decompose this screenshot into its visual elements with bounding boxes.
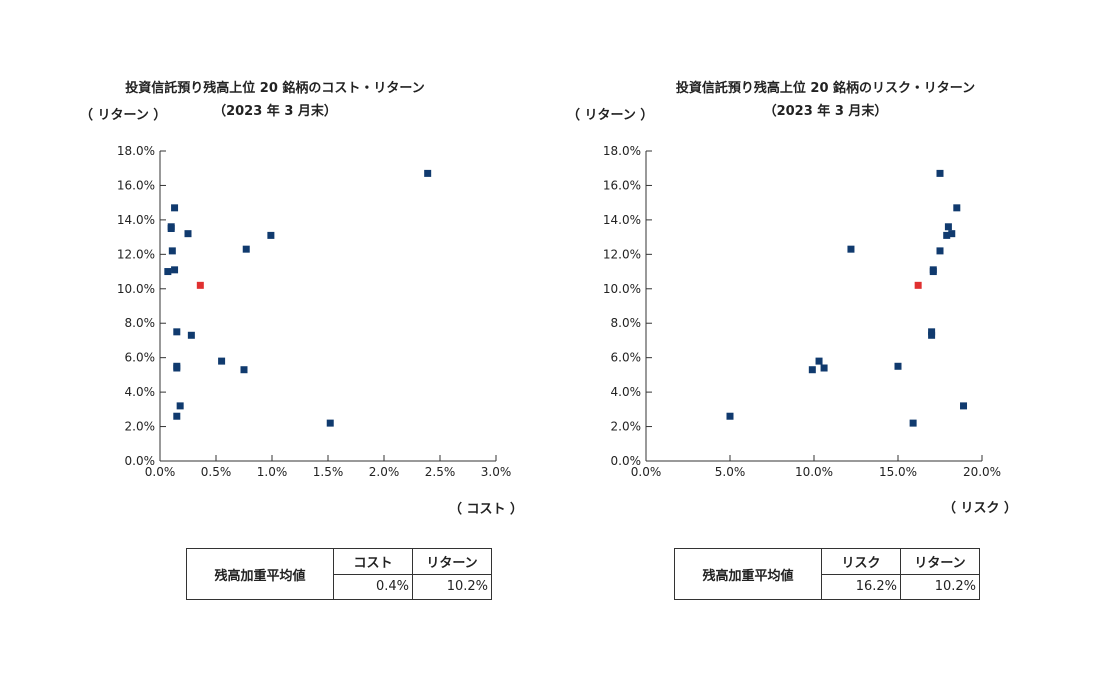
summary-col-return-label: リターン xyxy=(900,548,980,575)
y-tick-label: 14.0% xyxy=(117,213,155,227)
y-tick-label: 2.0% xyxy=(125,420,156,434)
data-point xyxy=(808,366,816,374)
data-point xyxy=(953,204,961,212)
data-point xyxy=(176,402,184,410)
summary-row-label: 残高加重平均値 xyxy=(186,548,334,600)
y-tick-label: 10.0% xyxy=(117,282,155,296)
data-point xyxy=(240,366,248,374)
y-tick-label: 14.0% xyxy=(603,213,641,227)
summary-col-return-label: リターン xyxy=(412,548,492,575)
data-point xyxy=(267,231,275,239)
x-tick-label: 5.0% xyxy=(715,465,746,479)
x-tick-label: 2.0% xyxy=(369,465,400,479)
data-point xyxy=(164,268,172,276)
summary-col-cost-label: コスト xyxy=(333,548,413,575)
summary-risk-value: 16.2% xyxy=(821,573,901,600)
y-tick-label: 10.0% xyxy=(603,282,641,296)
y-tick-label: 8.0% xyxy=(125,316,156,330)
chart-subtitle: （2023 年 3 月末） xyxy=(213,104,337,119)
y-axis-label: （ リターン ） xyxy=(80,108,167,123)
data-point xyxy=(187,331,195,339)
data-point xyxy=(943,231,951,239)
data-point xyxy=(960,402,968,410)
data-point xyxy=(847,245,855,253)
x-tick-label: 3.0% xyxy=(481,465,512,479)
y-tick-label: 4.0% xyxy=(611,385,642,399)
x-tick-label: 15.0% xyxy=(879,465,917,479)
y-tick-label: 8.0% xyxy=(611,316,642,330)
summary-table: 残高加重平均値 コスト リターン 0.4% 10.2% xyxy=(186,548,492,600)
data-point xyxy=(944,223,952,231)
x-tick-label: 0.0% xyxy=(145,465,176,479)
y-tick-label: 6.0% xyxy=(611,351,642,365)
chart-title: 投資信託預り残高上位 20 銘柄のリスク・リターン xyxy=(675,81,976,96)
x-tick-label: 20.0% xyxy=(963,465,1001,479)
x-tick-label: 2.5% xyxy=(425,465,456,479)
data-point xyxy=(820,364,828,372)
x-tick-label: 1.5% xyxy=(313,465,344,479)
chart-subtitle: （2023 年 3 月末） xyxy=(763,104,888,119)
y-tick-label: 12.0% xyxy=(117,247,155,261)
y-tick-label: 18.0% xyxy=(117,144,155,158)
data-point xyxy=(936,247,944,255)
data-point xyxy=(218,357,226,365)
data-point xyxy=(928,331,936,339)
weighted-average-point xyxy=(196,281,204,289)
y-tick-label: 16.0% xyxy=(117,178,155,192)
y-tick-label: 16.0% xyxy=(603,178,641,192)
data-point xyxy=(948,230,956,238)
y-axis-label: （ リターン ） xyxy=(567,108,654,123)
cost-return-panel: 投資信託預り残高上位 20 銘柄のコスト・リターン （2023 年 3 月末） … xyxy=(0,0,550,696)
x-axis-label: （ コスト ） xyxy=(449,502,524,517)
y-tick-label: 4.0% xyxy=(125,385,156,399)
data-point xyxy=(171,266,179,274)
data-point xyxy=(168,247,176,255)
data-point xyxy=(173,364,181,372)
x-tick-label: 1.0% xyxy=(257,465,288,479)
summary-row-label: 残高加重平均値 xyxy=(674,548,822,600)
y-tick-label: 0.0% xyxy=(125,454,156,468)
summary-return-value: 10.2% xyxy=(900,573,980,600)
data-point xyxy=(184,230,192,238)
summary-cost-value: 0.4% xyxy=(333,573,413,600)
data-point xyxy=(424,169,432,177)
cost-return-scatter-chart: 0.0% 2.0% 4.0% 6.0% 8.0% 10.0% 12.0% 14.0% 16.0%… xyxy=(117,144,512,479)
y-tick-label: 2.0% xyxy=(611,420,642,434)
y-tick-label: 0.0% xyxy=(611,454,642,468)
data-point xyxy=(167,225,175,232)
data-point xyxy=(936,169,944,177)
risk-return-panel: 投資信託預り残高上位 20 銘柄のリスク・リターン （2023 年 3 月末） … xyxy=(550,0,1101,696)
data-point xyxy=(326,419,334,427)
weighted-average-point xyxy=(914,281,922,289)
data-point xyxy=(171,204,179,212)
data-point xyxy=(173,412,181,420)
summary-return-value: 10.2% xyxy=(412,573,492,600)
summary-table: 残高加重平均値 リスク リターン 16.2% 10.2% xyxy=(674,548,980,600)
y-tick-label: 6.0% xyxy=(125,351,156,365)
risk-return-scatter-chart: 0.0% 2.0% 4.0% 6.0% 8.0% 10.0% 12.0% 14.0% 16.0%… xyxy=(603,144,1001,479)
data-point xyxy=(894,362,902,370)
x-tick-label: 0.5% xyxy=(201,465,232,479)
data-point xyxy=(173,328,181,336)
summary-col-risk-label: リスク xyxy=(821,548,901,575)
data-point xyxy=(815,357,823,365)
chart-title: 投資信託預り残高上位 20 銘柄のコスト・リターン xyxy=(125,81,425,96)
x-tick-label: 10.0% xyxy=(795,465,833,479)
y-tick-label: 12.0% xyxy=(603,247,641,261)
y-tick-label: 18.0% xyxy=(603,144,641,158)
x-axis-label: （ リスク ） xyxy=(943,501,1018,516)
data-point xyxy=(242,245,250,253)
data-point xyxy=(726,412,734,420)
data-point xyxy=(929,268,937,276)
x-tick-label: 0.0% xyxy=(631,465,662,479)
data-point xyxy=(909,419,917,427)
